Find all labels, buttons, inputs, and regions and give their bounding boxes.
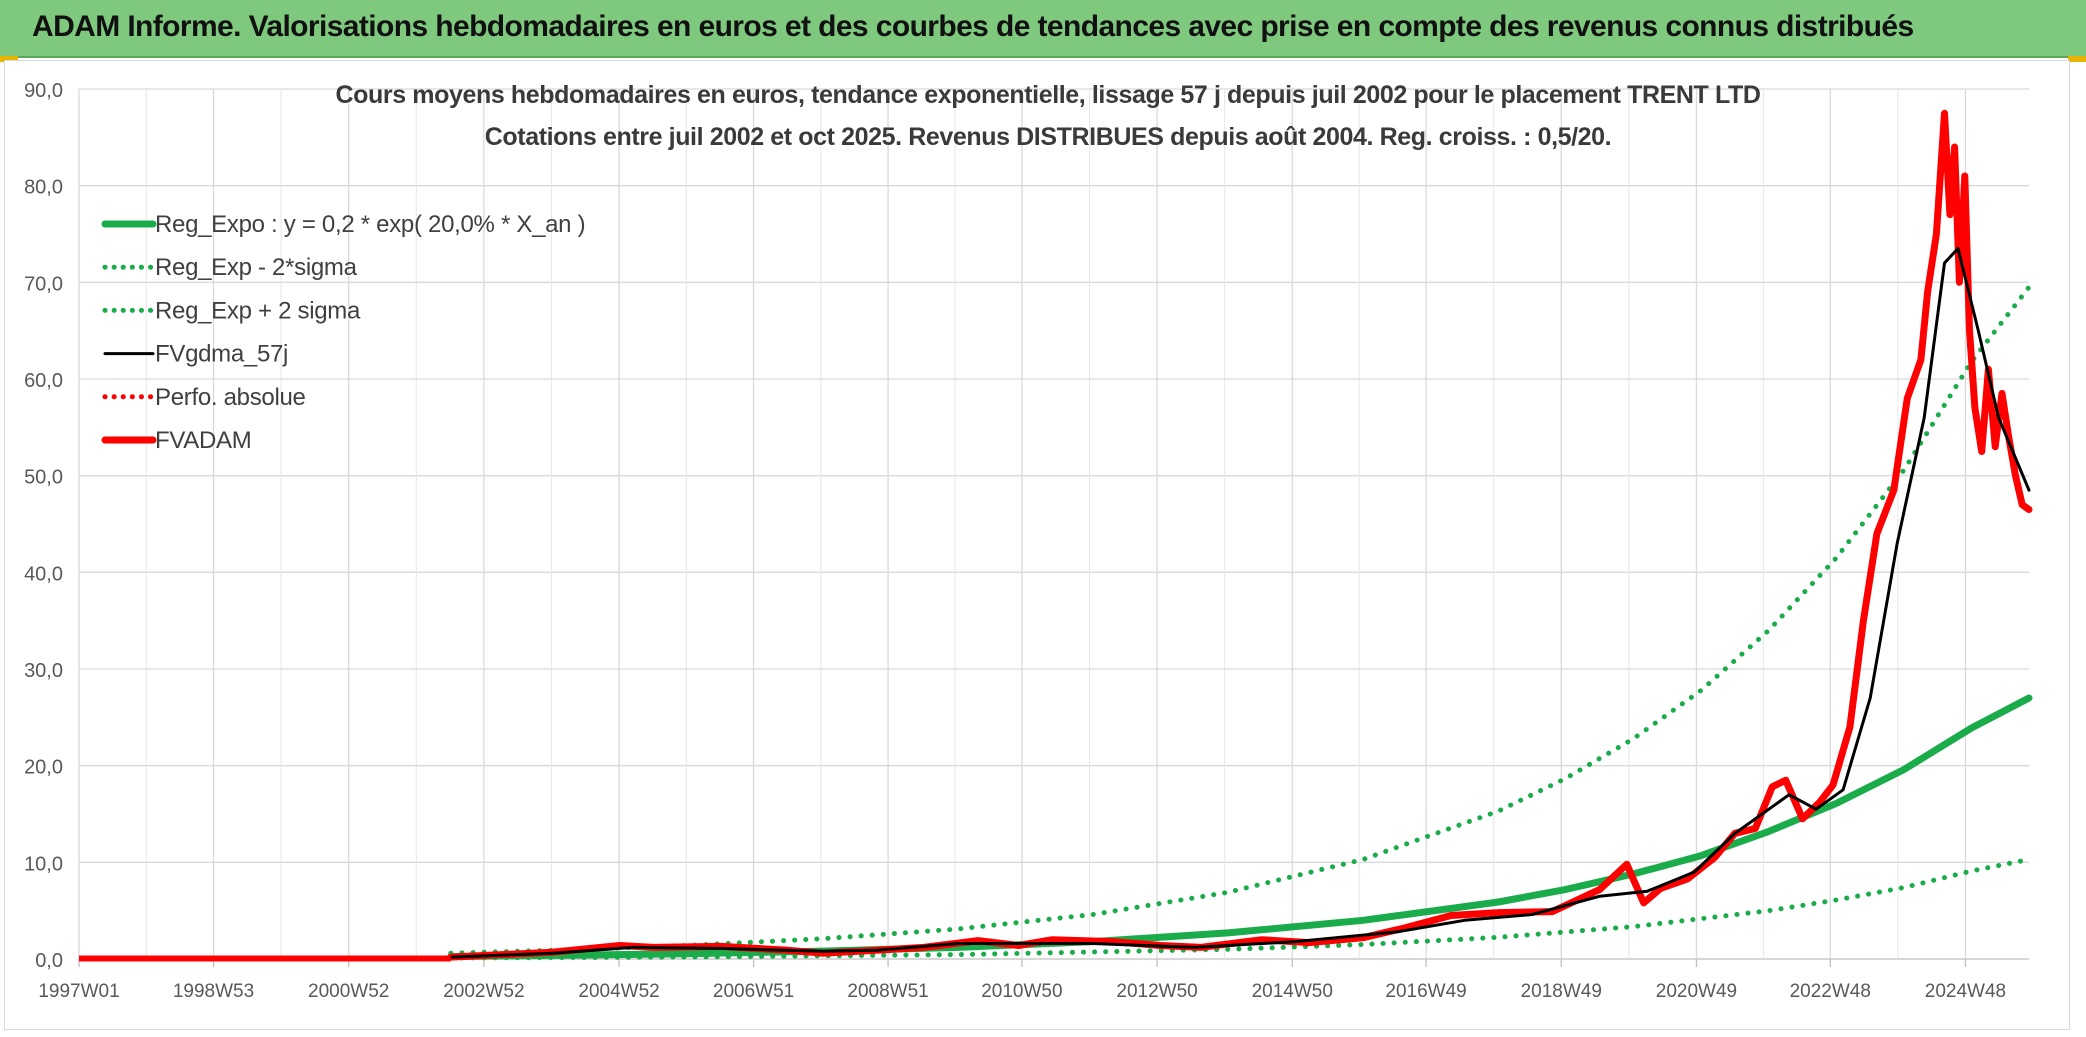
x-tick-label: 2016W49 bbox=[1385, 981, 1466, 1002]
x-tick-label: 2010W50 bbox=[981, 981, 1062, 1002]
x-tick-label: 2024W48 bbox=[1925, 981, 2006, 1002]
x-tick-label: 2014W50 bbox=[1252, 981, 1333, 1002]
x-tick-label: 1997W01 bbox=[38, 981, 119, 1002]
x-tick-label: 2002W52 bbox=[443, 981, 524, 1002]
x-tick-label: 2008W51 bbox=[847, 981, 928, 1002]
corner-marker-right bbox=[2068, 56, 2086, 62]
legend-label-2: Reg_Exp + 2 sigma bbox=[155, 297, 361, 324]
x-tick-label: 1998W53 bbox=[173, 981, 254, 1002]
legend-label-0: Reg_Expo : y = 0,2 * exp( 20,0% * X_an ) bbox=[155, 211, 585, 238]
x-axis-labels: 1997W01 1998W53 2000W52 2002W52 2004W52 2006W… bbox=[38, 981, 2006, 1002]
banner-title: ADAM Informe. Valorisations hebdomadaire… bbox=[32, 10, 1914, 43]
x-tick-label: 2020W49 bbox=[1656, 981, 1737, 1002]
legend-label-1: Reg_Exp - 2*sigma bbox=[155, 254, 358, 281]
series-line-4 bbox=[447, 109, 2033, 961]
legend-label-5: FVADAM bbox=[155, 427, 251, 454]
y-tick-label: 70,0 bbox=[24, 273, 63, 295]
series-line-0 bbox=[447, 694, 2033, 961]
series-line-2 bbox=[448, 284, 2032, 956]
x-tick-label: 2018W49 bbox=[1521, 981, 1602, 1002]
y-tick-label: 80,0 bbox=[24, 177, 63, 199]
y-tick-label: 20,0 bbox=[24, 757, 63, 779]
series-lines bbox=[79, 109, 2033, 962]
y-tick-label: 30,0 bbox=[24, 660, 63, 682]
report-banner: ADAM Informe. Valorisations hebdomadaire… bbox=[0, 0, 2086, 58]
trend-chart: 0,010,020,030,040,050,060,070,080,090,0 … bbox=[24, 80, 2033, 1002]
x-tick-label: 2004W52 bbox=[578, 981, 659, 1002]
chart-frame: 0,0 10,0 20,0 30,0 40,0 50,0 60,0 70,0 80,0 90,0 … bbox=[4, 60, 2070, 1030]
y-tick-label: 50,0 bbox=[24, 467, 63, 489]
legend-label-3: FVgdma_57j bbox=[155, 341, 288, 368]
x-tick-label: 2006W51 bbox=[713, 981, 794, 1002]
y-tick-label: 90,0 bbox=[24, 80, 63, 102]
chart-title-line1: Cours moyens hebdomadaires en euros, ten… bbox=[336, 81, 1761, 109]
series-line-3 bbox=[449, 247, 2031, 959]
grid-lines bbox=[78, 88, 2029, 967]
x-tick-label: 2012W50 bbox=[1116, 981, 1197, 1002]
x-tick-label: 2022W48 bbox=[1790, 981, 1871, 1002]
y-axis-labels: 0,0 10,0 20,0 30,0 40,0 50,0 60,0 70,0 80,0 90,0 bbox=[24, 80, 63, 972]
chart-legend: Reg_Expo : y = 0,2 * exp( 20,0% * X_an )… bbox=[101, 211, 586, 454]
chart-title-line2: Cotations entre juil 2002 et oct 2025. R… bbox=[485, 123, 1611, 151]
y-tick-label: 40,0 bbox=[24, 563, 63, 585]
y-tick-label: 60,0 bbox=[24, 370, 63, 392]
legend-label-4: Perfo. absolue bbox=[155, 384, 306, 411]
x-tick-label: 2000W52 bbox=[308, 981, 389, 1002]
y-tick-label: 10,0 bbox=[24, 853, 63, 875]
y-tick-label: 0,0 bbox=[35, 950, 63, 972]
corner-marker-left bbox=[0, 56, 18, 62]
